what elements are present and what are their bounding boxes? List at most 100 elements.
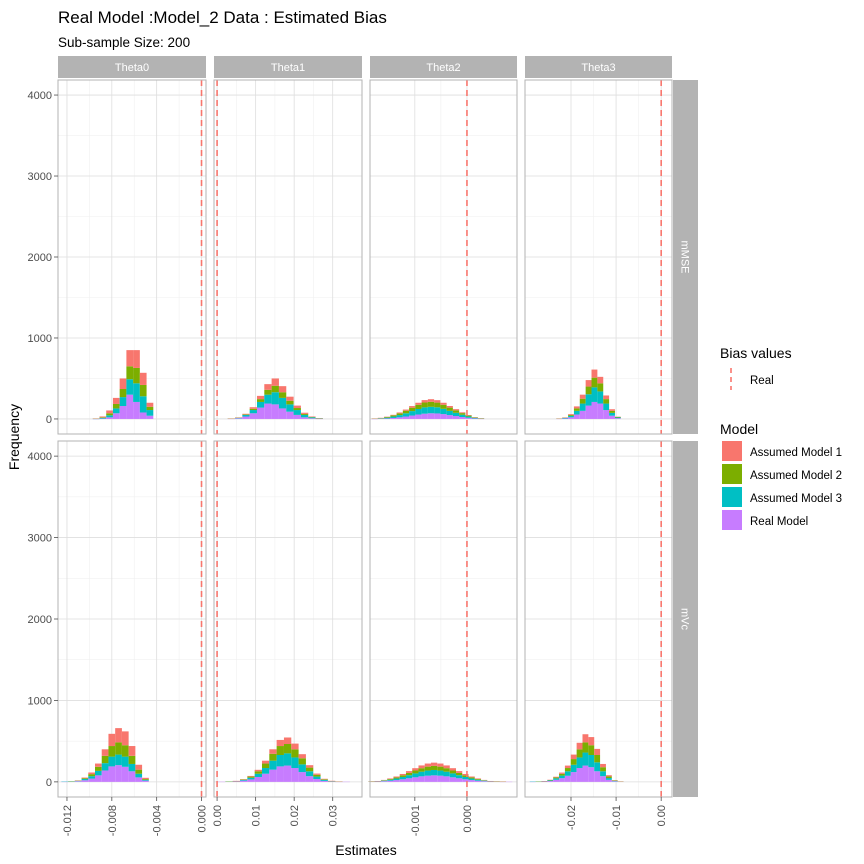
histogram-bar	[119, 397, 127, 406]
histogram-bar	[399, 775, 406, 777]
histogram-bar	[609, 415, 615, 419]
histogram-bar	[434, 402, 441, 408]
histogram-bar	[440, 402, 447, 405]
histogram-bar	[605, 775, 612, 777]
histogram-bar	[609, 412, 615, 416]
histogram-bar	[261, 773, 270, 782]
histogram-bar	[283, 737, 292, 745]
histogram-bar	[142, 777, 149, 780]
histogram-bar	[449, 773, 457, 778]
histogram-bar	[553, 776, 560, 778]
histogram-bar	[300, 412, 309, 414]
histogram-bar	[300, 417, 309, 419]
y-tick-label: 0	[46, 414, 52, 426]
histogram-bar	[305, 765, 314, 768]
histogram-bar	[399, 779, 406, 782]
legend-real-label: Real	[750, 375, 774, 387]
histogram-bar	[600, 776, 606, 782]
histogram-bar	[278, 408, 287, 419]
histogram-bar	[88, 772, 95, 775]
strip-label-theta3: Theta3	[581, 62, 615, 74]
chart-subtitle: Sub-sample Size: 200	[58, 35, 190, 50]
histogram-bar	[126, 379, 134, 395]
histogram-bar	[384, 417, 391, 419]
histogram-bar	[256, 407, 265, 419]
histogram-bar	[108, 756, 116, 767]
histogram-bar	[261, 768, 270, 774]
histogram-bar	[597, 376, 604, 384]
strip-label-theta0: Theta0	[115, 62, 149, 74]
histogram-bar	[440, 408, 447, 415]
histogram-bar	[468, 778, 475, 781]
histogram-bar	[313, 774, 321, 777]
histogram-bar	[430, 775, 438, 782]
histogram-bar	[579, 394, 586, 399]
histogram-bar	[133, 350, 140, 368]
x-tick-label: -0.01	[611, 805, 623, 830]
histogram-bar	[135, 764, 143, 770]
histogram-bar	[286, 411, 294, 419]
histogram-bar	[446, 405, 453, 408]
histogram-bar	[430, 762, 438, 766]
histogram-bar	[481, 781, 488, 782]
histogram-bar	[424, 766, 431, 771]
histogram-bar	[609, 410, 615, 413]
y-tick-label: 3000	[28, 171, 52, 183]
x-tick-label: 0.02	[289, 805, 301, 826]
histogram-bar	[600, 771, 606, 777]
histogram-bar	[298, 764, 306, 773]
strip-label-mvc: mVc	[679, 608, 691, 631]
histogram-bar	[603, 403, 610, 411]
histogram-bar	[449, 768, 457, 771]
histogram-bar	[588, 737, 595, 746]
histogram-bar	[568, 415, 574, 418]
column-strips: Theta0 Theta1 Theta2 Theta3	[58, 56, 672, 78]
histogram-bar	[605, 779, 612, 782]
histogram-bar	[427, 399, 435, 402]
histogram-bar	[570, 754, 577, 760]
y-tick-label: 1000	[28, 695, 52, 707]
x-tick-label: 0.00	[656, 805, 668, 826]
histogram-bar	[437, 770, 444, 776]
histogram-bar	[247, 777, 255, 780]
facet-panels	[57, 79, 673, 798]
histogram-bar	[424, 770, 431, 776]
histogram-bar	[396, 417, 403, 419]
x-tick-label: -0.02	[566, 805, 578, 830]
histogram-bar	[576, 768, 583, 782]
histogram-bar	[409, 406, 416, 408]
histogram-bar	[240, 780, 248, 782]
histogram-bar	[291, 757, 299, 769]
histogram-bar	[135, 773, 143, 778]
histogram-bar	[405, 772, 413, 776]
histogram-bar	[269, 760, 277, 770]
y-tick-label: 0	[46, 777, 52, 789]
histogram-bar	[443, 765, 450, 769]
histogram-bar	[146, 402, 154, 407]
histogram-bar	[126, 366, 134, 380]
histogram-bar	[254, 771, 262, 774]
histogram-bar	[283, 765, 292, 782]
histogram-bar	[298, 772, 306, 782]
histogram-bar	[112, 397, 120, 404]
histogram-bar	[242, 416, 250, 419]
histogram-bar	[553, 777, 560, 779]
histogram-bar	[396, 415, 403, 418]
y-tick-label: 3000	[28, 533, 52, 545]
histogram-bar	[594, 771, 601, 782]
y-tick-label: 4000	[28, 451, 52, 463]
histogram-bar	[434, 413, 441, 419]
histogram-bar	[474, 779, 482, 781]
histogram-bar	[387, 779, 394, 780]
histogram-bar	[456, 775, 463, 779]
histogram-bar	[568, 417, 574, 419]
histogram-bar	[298, 754, 306, 759]
histogram-bar	[585, 394, 592, 406]
histogram-bar	[456, 778, 463, 782]
histogram-bar	[553, 778, 560, 780]
histogram-bar	[135, 769, 143, 774]
histogram-bar	[119, 405, 127, 419]
histogram-bar	[115, 742, 122, 755]
histogram-bar	[412, 770, 419, 774]
histogram-bar	[434, 407, 441, 414]
